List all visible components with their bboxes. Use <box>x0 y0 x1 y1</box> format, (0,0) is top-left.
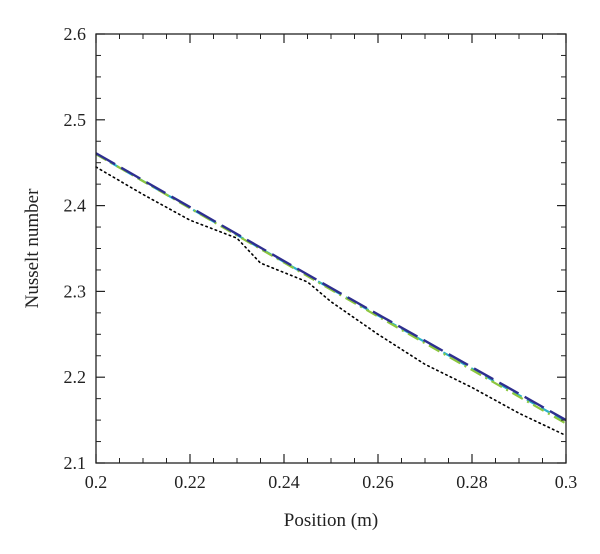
tick-labels-layer: 0.2 0.22 0.24 0.26 0.28 0.3 2.1 2.2 2.3 2.4 2.5 2.6 <box>64 24 578 492</box>
x-tick-label: 0.26 <box>362 472 394 492</box>
series-layer <box>95 152 567 437</box>
series-line-1 <box>95 166 567 437</box>
series-line-2 <box>95 153 567 423</box>
y-tick-label: 2.5 <box>64 110 87 130</box>
y-tick-label: 2.1 <box>64 453 87 473</box>
ticks-layer <box>95 33 567 464</box>
x-tick-label: 0.28 <box>456 472 488 492</box>
y-tick-label: 2.4 <box>64 196 87 216</box>
y-tick-label: 2.6 <box>64 24 87 44</box>
x-tick-label: 0.2 <box>85 472 108 492</box>
x-tick-label: 0.3 <box>555 472 578 492</box>
y-tick-label: 2.2 <box>64 367 87 387</box>
x-tick-label: 0.22 <box>174 472 206 492</box>
y-tick-label: 2.3 <box>64 281 87 301</box>
series-line-4 <box>95 152 567 422</box>
x-tick-label: 0.24 <box>268 472 300 492</box>
plot-frame <box>95 33 567 464</box>
y-axis-title: Nusselt number <box>22 188 43 308</box>
x-axis-title: Position (m) <box>284 510 378 531</box>
